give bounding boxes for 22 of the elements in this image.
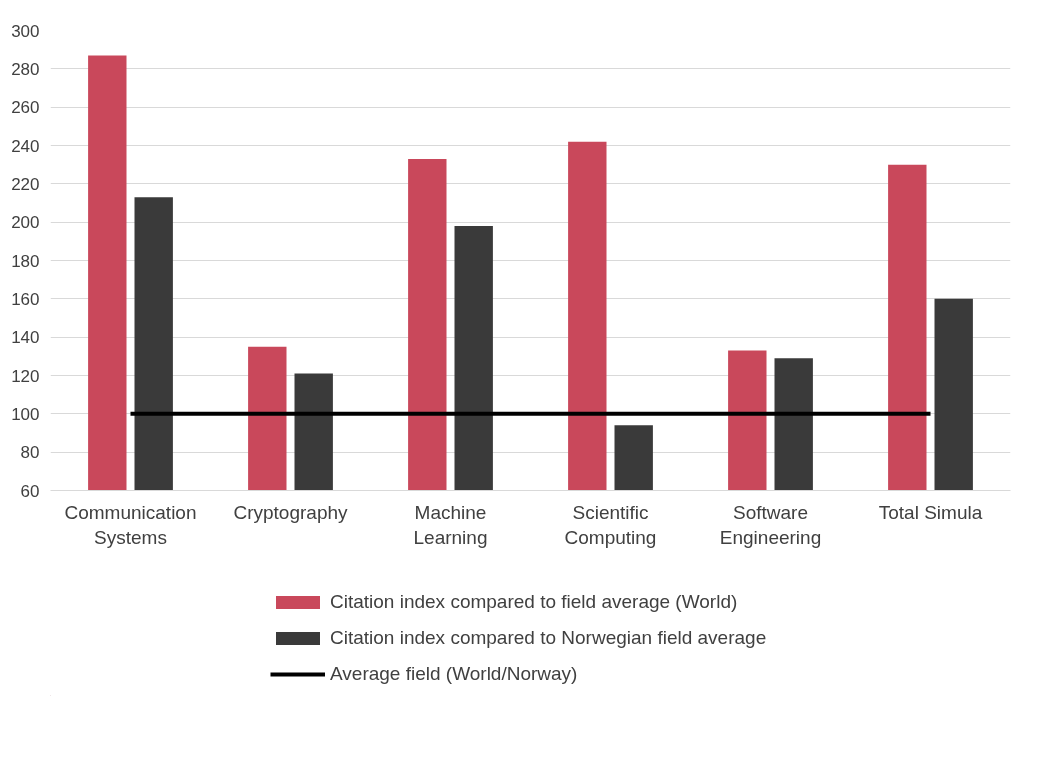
x-tick-label: Machine Learning [413,501,488,548]
y-tick-label: 200 [11,213,40,233]
y-tick-label: 120 [11,366,40,386]
legend-label: Citation index compared to field average (World) [330,591,738,613]
y-tick-label: 280 [11,59,40,79]
y-tick-label: 240 [11,136,40,156]
y-tick-label: 100 [11,404,40,424]
y-tick-label: 180 [11,251,40,271]
y-tick-label: 140 [11,328,40,348]
legend-label: Citation index compared to Norwegian field average [330,627,767,649]
y-tick-label: 220 [11,174,40,194]
x-tick-label: Communication Systems [64,501,197,548]
x-tick-label: Total Simula [878,501,983,523]
y-tick-label: 160 [11,289,40,309]
x-tick-label: Scientific Computing [564,501,657,548]
y-tick-label: 300 [11,21,40,41]
y-tick-label: 80 [20,443,40,463]
legend-label: Average field (World/Norway) [330,663,578,685]
x-tick-label: Software Engineering [719,501,822,548]
y-tick-label: 60 [20,481,40,501]
x-tick-label: Cryptography [233,501,349,523]
y-tick-label: 260 [11,98,40,118]
